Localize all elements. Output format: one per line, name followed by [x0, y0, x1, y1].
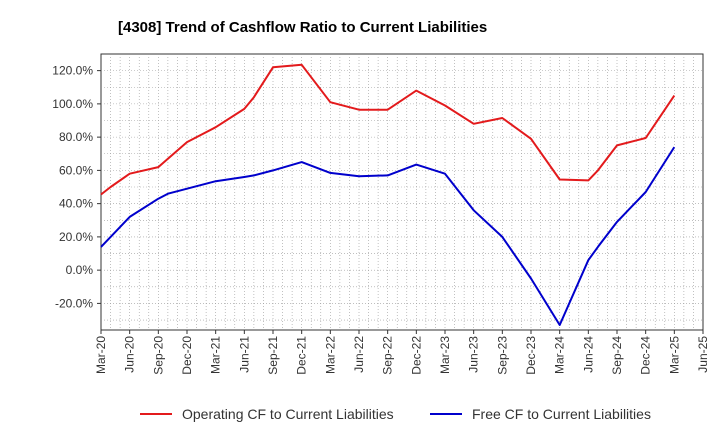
chart-title: [4308] Trend of Cashflow Ratio to Curren…: [118, 19, 487, 36]
y-tick-label: 60.0%: [59, 163, 93, 177]
x-tick-label: Mar-23: [438, 336, 452, 374]
x-tick-label: Dec-23: [524, 336, 538, 375]
y-tick-label: -20.0%: [55, 296, 93, 310]
x-tick-label: Sep-20: [151, 336, 165, 375]
x-tick-label: Jun-22: [352, 336, 366, 373]
x-tick-label: Mar-20: [94, 336, 108, 374]
x-tick-label: Sep-24: [610, 336, 624, 375]
series-line-operating-cf: [100, 63, 676, 196]
legend-label: Operating CF to Current Liabilities: [182, 406, 394, 422]
series-line-free-cf: [100, 146, 676, 326]
x-tick-label: Jun-24: [581, 336, 595, 373]
x-tick-label: Dec-24: [639, 336, 653, 375]
x-tick-label: Sep-23: [495, 336, 509, 375]
x-tick-label: Jun-25: [696, 336, 710, 373]
x-tick-label: Sep-21: [266, 336, 280, 375]
y-tick-label: 100.0%: [52, 97, 93, 111]
legend: Operating CF to Current Liabilities Free …: [140, 406, 651, 422]
x-tick-label: Sep-22: [381, 336, 395, 375]
y-tick-label: 0.0%: [66, 263, 94, 277]
x-tick-label: Dec-20: [180, 336, 194, 375]
x-tick-label: Mar-21: [209, 336, 223, 374]
plot-area: [100, 53, 704, 331]
x-tick-label: Dec-21: [295, 336, 309, 375]
y-axis-ticks: -20.0% 0.0% 20.0% 40.0% 60.0% 80.0% 100.0% 120.…: [52, 64, 101, 310]
x-tick-label: Mar-24: [553, 336, 567, 374]
y-tick-label: 40.0%: [59, 197, 93, 211]
x-tick-label: Jun-20: [123, 336, 137, 373]
y-tick-label: 20.0%: [59, 230, 93, 244]
x-tick-label: Mar-22: [323, 336, 337, 374]
x-axis-ticks: Mar-20 Jun-20 Sep-20 Dec-20 Mar-21 Jun-21 Sep-…: [94, 330, 710, 375]
x-tick-label: Dec-22: [409, 336, 423, 375]
series-lines: [100, 63, 676, 326]
legend-label: Free CF to Current Liabilities: [472, 406, 651, 422]
y-tick-label: 120.0%: [52, 64, 93, 78]
x-tick-label: Jun-23: [467, 336, 481, 373]
y-tick-label: 80.0%: [59, 130, 93, 144]
x-tick-label: Jun-21: [237, 336, 251, 373]
x-tick-label: Mar-25: [667, 336, 681, 374]
